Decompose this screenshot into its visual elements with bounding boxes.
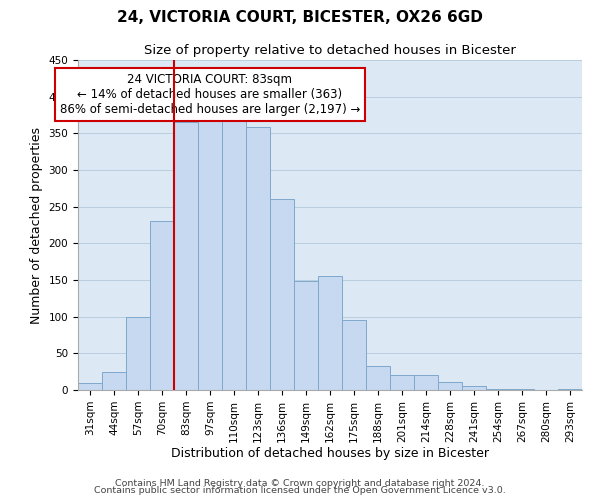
Bar [318, 276, 342, 390]
Bar [438, 382, 462, 390]
Bar [102, 372, 126, 390]
Bar [414, 374, 438, 390]
Title: Size of property relative to detached houses in Bicester: Size of property relative to detached ho… [144, 44, 516, 58]
Bar [462, 386, 486, 390]
Bar [270, 200, 294, 390]
Bar [174, 122, 198, 390]
Bar [150, 222, 174, 390]
Bar [390, 374, 414, 390]
Text: 24 VICTORIA COURT: 83sqm
← 14% of detached houses are smaller (363)
86% of semi-: 24 VICTORIA COURT: 83sqm ← 14% of detach… [60, 73, 360, 116]
Bar [294, 282, 318, 390]
Text: Contains public sector information licensed under the Open Government Licence v3: Contains public sector information licen… [94, 486, 506, 495]
Bar [558, 388, 582, 390]
Bar [198, 118, 222, 390]
Bar [486, 388, 510, 390]
Bar [78, 382, 102, 390]
Bar [246, 128, 270, 390]
Bar [342, 320, 366, 390]
Y-axis label: Number of detached properties: Number of detached properties [30, 126, 43, 324]
X-axis label: Distribution of detached houses by size in Bicester: Distribution of detached houses by size … [171, 448, 489, 460]
Text: 24, VICTORIA COURT, BICESTER, OX26 6GD: 24, VICTORIA COURT, BICESTER, OX26 6GD [117, 10, 483, 25]
Bar [126, 316, 150, 390]
Bar [366, 366, 390, 390]
Text: Contains HM Land Registry data © Crown copyright and database right 2024.: Contains HM Land Registry data © Crown c… [115, 478, 485, 488]
Bar [222, 115, 246, 390]
